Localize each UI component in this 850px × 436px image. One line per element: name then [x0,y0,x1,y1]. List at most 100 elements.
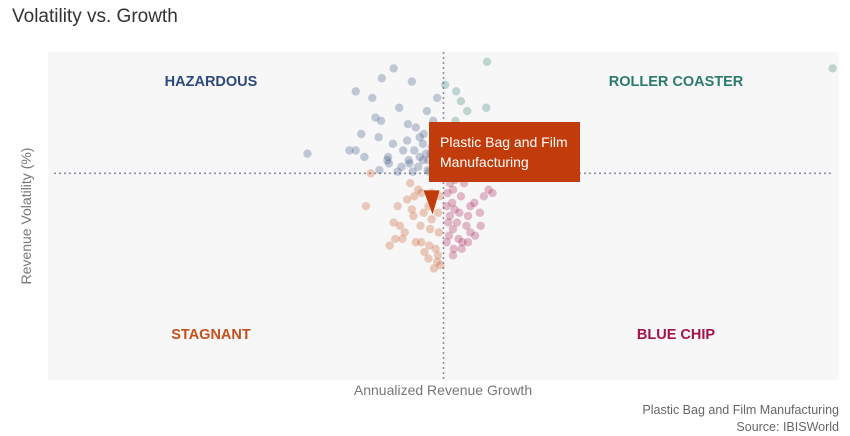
data-point-hazardous [415,133,424,142]
data-point-hazardous [418,139,428,149]
highlight-marker [423,190,440,215]
data-point-hazardous [405,159,414,168]
data-point-stagnant [425,224,435,234]
data-point-blue-chip [475,208,485,217]
data-point-hazardous [374,133,383,142]
data-point-hazardous [408,167,417,176]
data-point-blue-chip [442,238,451,247]
data-point-blue-chip [488,188,497,198]
chart-title: Volatility vs. Growth [12,6,178,27]
data-point-blue-chip [470,231,480,240]
data-point-hazardous [398,146,408,155]
data-point-stagnant [433,208,443,217]
data-point-stagnant [432,257,442,267]
data-point-hazardous [415,152,424,162]
data-point-stagnant [424,254,433,263]
data-point-stagnant [434,228,443,237]
data-point-hazardous [376,116,386,126]
data-point-stagnant [413,185,423,194]
data-point-blue-chip [454,234,463,244]
source-industry: Plastic Bag and Film Manufacturing [642,403,839,417]
data-point-hazardous [410,146,419,155]
data-point-stagnant [393,201,402,211]
data-point-stagnant [391,234,400,244]
data-point-blue-chip [444,218,453,227]
data-point-hazardous [395,103,404,112]
data-point-stagnant [431,244,440,253]
data-point-blue-chip [444,231,454,240]
quadrant-label-blue-chip: BLUE CHIP [637,327,715,343]
data-point-hazardous [421,149,431,158]
data-point-blue-chip [456,192,466,201]
data-point-blue-chip [443,188,452,198]
data-point-blue-chip [463,238,473,247]
data-point-hazardous [384,159,394,168]
data-point-hazardous [407,77,417,86]
data-point-hazardous [393,167,402,176]
data-point-blue-chip [449,244,458,253]
y-axis-label: Revenue Volatility (%) [18,147,34,285]
data-point-stagnant [395,221,405,231]
data-point-hazardous [389,64,398,73]
data-point-stagnant [416,221,425,231]
data-point-stagnant [427,215,436,224]
data-point-stagnant [398,234,407,244]
data-point-roller-coaster [828,64,837,73]
data-point-stagnant [425,241,434,250]
data-point-roller-coaster [463,106,472,116]
data-point-blue-chip [448,224,458,234]
data-point-hazardous [422,106,432,116]
data-point-hazardous [397,162,406,171]
data-point-stagnant [417,238,426,247]
data-point-hazardous [351,87,360,96]
quadrant-label-hazardous: HAZARDOUS [165,74,258,90]
data-point-blue-chip [452,218,462,227]
data-point-blue-chip [463,211,473,221]
data-point-stagnant [385,241,394,250]
data-point-hazardous [432,93,442,103]
source-credit: Source: IBISWorld [736,420,839,434]
data-point-blue-chip [448,185,458,194]
data-point-blue-chip [457,244,466,253]
data-point-stagnant [406,179,415,188]
data-point-hazardous [413,162,423,171]
data-point-blue-chip [470,198,479,208]
data-point-stagnant [429,264,439,273]
data-point-hazardous [418,156,428,165]
plot-area: HAZARDOUS ROLLER COASTER STAGNANT BLUE CHIP… [48,52,839,380]
data-point-hazardous [377,74,387,83]
data-point-stagnant [389,218,398,227]
data-point-hazardous [351,146,360,155]
data-point-roller-coaster [451,87,461,96]
data-point-blue-chip [484,185,493,194]
data-point-hazardous [402,136,412,145]
data-point-blue-chip [476,221,485,231]
data-point-hazardous [411,123,421,132]
data-point-stagnant [420,247,429,257]
data-point-blue-chip [448,251,458,260]
data-point-blue-chip [479,192,489,201]
data-point-hazardous [303,149,312,158]
data-point-stagnant [436,261,445,270]
data-point-blue-chip [455,208,464,217]
data-point-roller-coaster [440,80,450,89]
data-point-stagnant [417,188,426,198]
highlight-callout-text: Manufacturing [440,154,529,170]
data-point-hazardous [383,152,393,162]
data-point-blue-chip [445,211,455,221]
data-point-stagnant [407,205,417,214]
data-point-stagnant [410,192,419,201]
scatter-chart: HAZARDOUS ROLLER COASTER STAGNANT BLUE CHIP… [54,52,837,380]
data-point-blue-chip [442,201,451,211]
x-axis-label: Annualized Revenue Growth [353,382,533,398]
data-point-blue-chip [466,228,475,237]
data-point-stagnant [433,251,443,260]
data-point-stagnant [409,211,418,221]
data-point-stagnant [361,201,371,211]
data-point-hazardous [404,156,413,165]
data-point-hazardous [371,113,380,122]
data-point-hazardous [360,152,369,162]
data-point-blue-chip [466,201,475,211]
data-point-blue-chip [448,198,457,208]
data-point-hazardous [357,129,366,139]
